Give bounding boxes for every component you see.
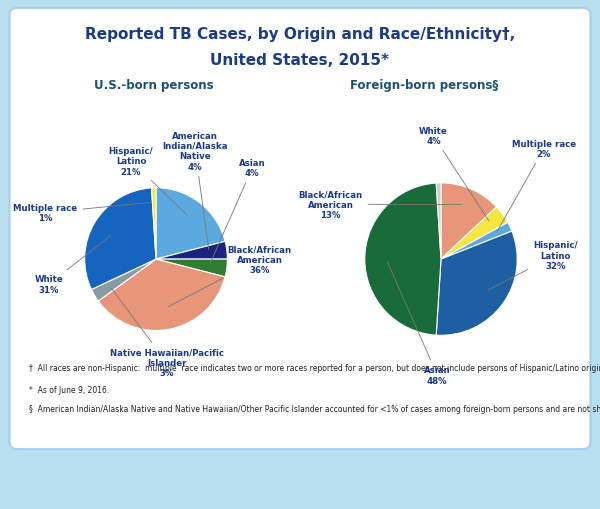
- Wedge shape: [156, 188, 225, 260]
- Text: Reported TB Cases, by Origin and Race/Ethnicity†,: Reported TB Cases, by Origin and Race/Et…: [85, 27, 515, 42]
- Text: White
31%: White 31%: [35, 236, 111, 294]
- Text: Black/African
American
13%: Black/African American 13%: [298, 190, 462, 220]
- Text: Asian
48%: Asian 48%: [387, 262, 451, 385]
- FancyBboxPatch shape: [10, 9, 590, 449]
- Text: United States, 2015*: United States, 2015*: [211, 52, 389, 68]
- Text: American
Indian/Alaska
Native
4%: American Indian/Alaska Native 4%: [163, 131, 228, 250]
- Wedge shape: [91, 260, 156, 301]
- Text: U.S.-born persons: U.S.-born persons: [94, 79, 213, 92]
- Wedge shape: [152, 188, 156, 260]
- Wedge shape: [441, 208, 508, 260]
- Wedge shape: [85, 188, 156, 290]
- Wedge shape: [156, 242, 227, 260]
- Wedge shape: [441, 223, 512, 260]
- Text: Black/African
American
36%: Black/African American 36%: [168, 245, 292, 307]
- Text: Multiple race
1%: Multiple race 1%: [13, 203, 151, 223]
- Wedge shape: [436, 232, 517, 335]
- Text: White
4%: White 4%: [419, 127, 489, 221]
- Text: Native Hawaiian/Pacific
Islander
3%: Native Hawaiian/Pacific Islander 3%: [110, 289, 224, 378]
- Wedge shape: [98, 260, 225, 331]
- Wedge shape: [436, 184, 441, 260]
- Text: *  As of June 9, 2016.: * As of June 9, 2016.: [29, 385, 110, 394]
- Text: §  American Indian/Alaska Native and Native Hawaiian/Other Pacific Islander acco: § American Indian/Alaska Native and Nati…: [29, 404, 600, 413]
- Text: Hispanic/
Latino
21%: Hispanic/ Latino 21%: [109, 147, 187, 215]
- Wedge shape: [156, 260, 227, 277]
- Text: Asian
4%: Asian 4%: [210, 159, 266, 264]
- Wedge shape: [441, 184, 497, 260]
- Text: Hispanic/
Latino
32%: Hispanic/ Latino 32%: [488, 241, 578, 291]
- Wedge shape: [365, 184, 441, 335]
- Text: Foreign-born persons§: Foreign-born persons§: [350, 79, 498, 92]
- Text: Multiple race
2%: Multiple race 2%: [497, 139, 576, 231]
- Text: †  All races are non-Hispanic:  multiple  race indicates two or more races repor: † All races are non-Hispanic: multiple r…: [29, 364, 600, 373]
